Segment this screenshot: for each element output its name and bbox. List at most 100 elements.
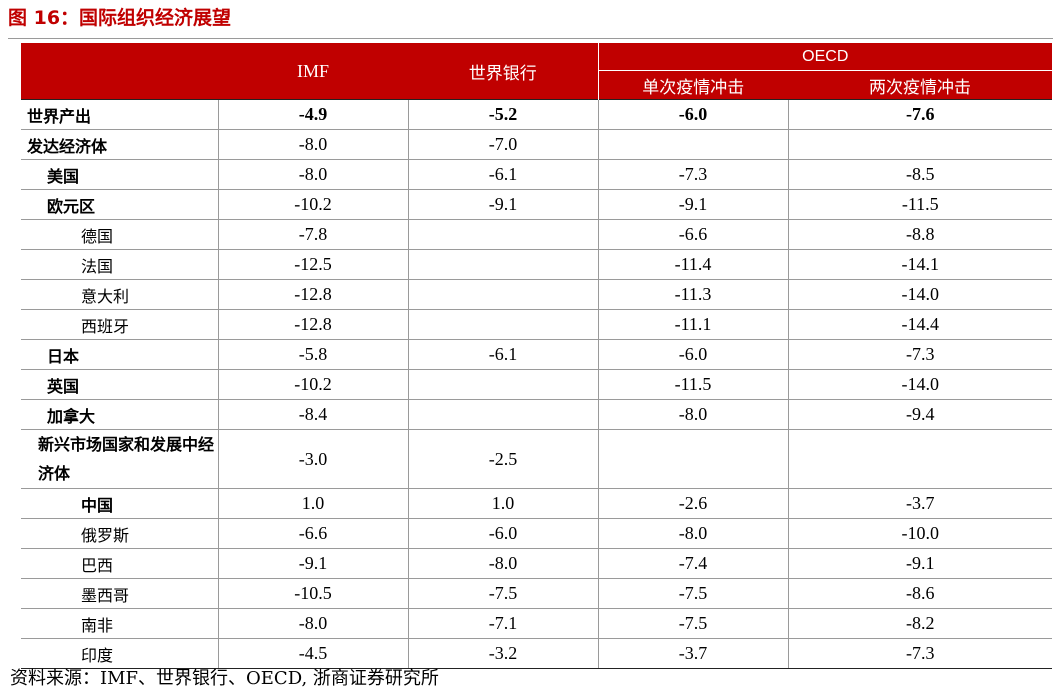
value-worldbank: -6.1 [407,339,598,370]
value-oecd-double: -14.0 [787,279,1053,310]
value-imf: -8.0 [217,608,408,639]
value-worldbank: -7.1 [407,608,598,639]
table-row: 俄罗斯 -6.6 -6.0 -8.0 -10.0 [21,518,1053,549]
table-row: 南非 -8.0 -7.1 -7.5 -8.2 [21,608,1053,639]
row-label: 新兴市场国家和发展中经济体 [21,429,218,489]
value-imf: -12.5 [217,249,408,280]
value-oecd-double: -8.6 [787,578,1053,609]
table-row: 德国 -7.8 -6.6 -8.8 [21,219,1053,250]
value-worldbank: -3.2 [407,638,598,669]
value-oecd-single: -8.0 [597,518,788,549]
header-worldbank: 世界银行 [468,63,537,84]
table-row: 新兴市场国家和发展中经济体 -3.0 -2.5 [21,429,1053,489]
row-label: 加拿大 [21,399,218,430]
value-oecd-double: -10.0 [787,518,1053,549]
value-oecd-double: -7.6 [787,99,1053,130]
value-imf: -10.2 [217,369,408,400]
table-row: 欧元区 -10.2 -9.1 -9.1 -11.5 [21,189,1053,220]
value-worldbank [407,279,598,310]
value-imf: 1.0 [217,488,408,519]
value-oecd-double: -8.2 [787,608,1053,639]
value-oecd-single: -7.4 [597,548,788,579]
table-row: 美国 -8.0 -6.1 -7.3 -8.5 [21,159,1053,190]
value-worldbank [407,219,598,250]
value-worldbank: -7.0 [407,129,598,160]
value-oecd-double: -14.1 [787,249,1053,280]
row-label: 欧元区 [21,189,218,220]
value-worldbank: -6.1 [407,159,598,190]
value-oecd-single: -8.0 [597,399,788,430]
value-imf: -12.8 [217,279,408,310]
row-label: 墨西哥 [21,578,218,609]
value-oecd-single: -11.3 [597,279,788,310]
value-worldbank [407,309,598,340]
value-worldbank: -6.0 [407,518,598,549]
header-oecd-single: 单次疫情冲击 [597,71,788,100]
value-imf: -10.5 [217,578,408,609]
row-label: 印度 [21,638,218,669]
row-label: 南非 [21,608,218,639]
value-imf: -7.8 [217,219,408,250]
figure-title: 图 16：国际组织经济展望 [8,7,232,29]
value-oecd-double [787,429,1053,489]
value-oecd-double: -11.5 [787,189,1053,220]
value-oecd-single: -7.5 [597,608,788,639]
value-oecd-double: -14.4 [787,309,1053,340]
table-body: 世界产出 -4.9 -5.2 -6.0 -7.6 发达经济体 -8.0 -7.0 美国 -8.0-… [21,99,1053,669]
value-imf: -10.2 [217,189,408,220]
table-row: 加拿大 -8.4 -8.0 -9.4 [21,399,1053,430]
row-label: 巴西 [21,548,218,579]
row-label: 法国 [21,249,218,280]
row-label: 俄罗斯 [21,518,218,549]
table-row: 中国 1.0 1.0 -2.6 -3.7 [21,488,1053,519]
header-label-cell [21,43,218,100]
table-row: 法国 -12.5 -11.4 -14.1 [21,249,1053,280]
row-label: 中国 [21,488,218,519]
title-divider [8,38,1053,39]
table-row: 印度 -4.5 -3.2 -3.7 -7.3 [21,638,1053,669]
value-worldbank [407,399,598,430]
value-oecd-double: -7.3 [787,339,1053,370]
value-oecd-single: -11.1 [597,309,788,340]
table-row: 意大利 -12.8 -11.3 -14.0 [21,279,1053,310]
table-row: 日本 -5.8 -6.1 -6.0 -7.3 [21,339,1053,370]
table-row: 西班牙 -12.8 -11.1 -14.4 [21,309,1053,340]
value-oecd-double: -14.0 [787,369,1053,400]
value-worldbank: -5.2 [407,99,598,130]
row-label: 发达经济体 [21,129,218,160]
value-worldbank: 1.0 [407,488,598,519]
value-imf: -4.9 [217,99,408,130]
value-imf: -4.5 [217,638,408,669]
value-imf: -12.8 [217,309,408,340]
row-label: 英国 [21,369,218,400]
value-oecd-single: -11.4 [597,249,788,280]
value-oecd-double: -9.4 [787,399,1053,430]
value-oecd-double [787,129,1053,160]
value-oecd-single: -7.5 [597,578,788,609]
value-imf: -8.4 [217,399,408,430]
table-row: 世界产出 -4.9 -5.2 -6.0 -7.6 [21,99,1053,130]
value-oecd-single: -6.6 [597,219,788,250]
value-oecd-double: -8.8 [787,219,1053,250]
value-worldbank: -2.5 [407,429,598,489]
value-imf: -9.1 [217,548,408,579]
value-oecd-single: -2.6 [597,488,788,519]
value-oecd-single: -6.0 [597,339,788,370]
row-label: 日本 [21,339,218,370]
source-note: 资料来源：IMF、世界银行、OECD, 浙商证券研究所 [10,668,439,689]
value-oecd-double: -8.5 [787,159,1053,190]
value-imf: -8.0 [217,129,408,160]
header-oecd-double: 两次疫情冲击 [869,77,971,98]
table-row: 墨西哥 -10.5 -7.5 -7.5 -8.6 [21,578,1053,609]
value-imf: -8.0 [217,159,408,190]
value-oecd-single: -6.0 [597,99,788,130]
value-oecd-single: -11.5 [597,369,788,400]
value-worldbank: -8.0 [407,548,598,579]
row-label: 德国 [21,219,218,250]
value-imf: -6.6 [217,518,408,549]
header-imf: IMF [296,60,329,81]
value-worldbank: -7.5 [407,578,598,609]
value-oecd-double: -9.1 [787,548,1053,579]
forecast-table: IMF 世界银行 OECD 单次疫情冲击 两次疫情冲击 世界产出 -4.9 -5.2… [21,43,1053,669]
table-row: 巴西 -9.1 -8.0 -7.4 -9.1 [21,548,1053,579]
